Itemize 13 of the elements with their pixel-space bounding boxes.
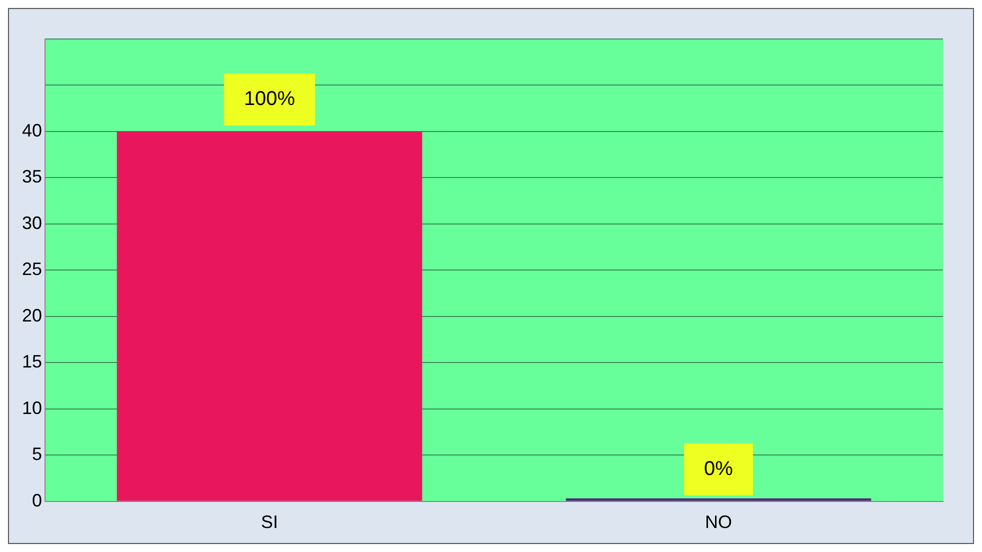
y-tick-label: 35 bbox=[22, 166, 42, 187]
y-tick-label: 0 bbox=[32, 490, 42, 510]
y-tick-label: 15 bbox=[22, 352, 42, 372]
y-tick-label: 30 bbox=[22, 212, 42, 233]
annotation: 0% bbox=[704, 458, 734, 480]
y-tick-label: 25 bbox=[22, 259, 42, 280]
x-tick-label: SI bbox=[261, 512, 278, 532]
y-tick-label: 20 bbox=[22, 305, 42, 326]
y-tick-label: 10 bbox=[22, 398, 42, 418]
y-tick-label: 40 bbox=[22, 120, 42, 140]
x-tick-label: NO bbox=[705, 512, 732, 532]
annotation: 100% bbox=[244, 88, 296, 110]
y-tick-label: 5 bbox=[32, 444, 42, 464]
